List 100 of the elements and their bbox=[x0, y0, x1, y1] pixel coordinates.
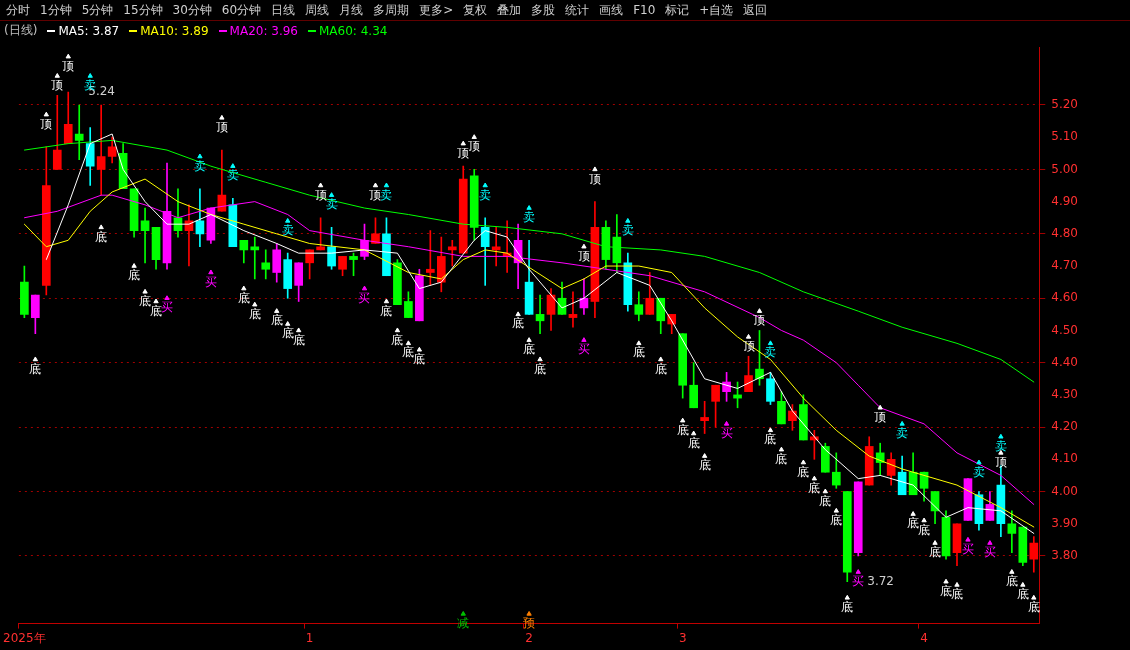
point bbox=[98, 224, 104, 230]
point bbox=[515, 311, 521, 317]
text: 买 bbox=[358, 290, 371, 305]
point bbox=[372, 182, 379, 188]
text: 复权 bbox=[463, 1, 488, 19]
text: 返回 bbox=[743, 1, 768, 19]
point bbox=[526, 337, 532, 342]
text: 顶 bbox=[457, 145, 470, 160]
text: 买 bbox=[161, 300, 173, 315]
text: 顶 bbox=[314, 187, 327, 202]
point bbox=[328, 192, 335, 197]
x-tick-label: 1 bbox=[305, 630, 314, 645]
text: 顶 bbox=[994, 455, 1007, 469]
y-tick-label: 4.10 bbox=[1051, 451, 1078, 466]
point bbox=[296, 327, 302, 333]
text: 底 bbox=[797, 464, 810, 479]
text: 底 bbox=[523, 342, 536, 357]
point bbox=[844, 594, 850, 600]
point bbox=[987, 540, 993, 545]
point bbox=[625, 217, 631, 223]
text: 底 bbox=[808, 480, 821, 495]
text: 叠加 bbox=[497, 1, 522, 19]
text: 卖 bbox=[764, 345, 777, 360]
text: 底 bbox=[1016, 587, 1029, 602]
point bbox=[317, 182, 324, 188]
text: 顶 bbox=[51, 78, 64, 93]
text: 底 bbox=[380, 303, 393, 318]
point bbox=[32, 356, 38, 362]
point bbox=[723, 420, 730, 426]
y-tick-label: 3.80 bbox=[1051, 548, 1078, 563]
legend-label: MA20: 3.96 bbox=[229, 23, 298, 38]
point bbox=[581, 337, 587, 342]
text: 底 bbox=[687, 435, 700, 450]
text: 3.72 bbox=[867, 573, 894, 588]
y-tick-label: 4.70 bbox=[1051, 258, 1078, 273]
text: 底 bbox=[698, 458, 711, 473]
text: 1分钟 bbox=[40, 1, 72, 19]
y-tick-label: 5.00 bbox=[1051, 161, 1078, 176]
text: 底 bbox=[29, 361, 42, 376]
y-tick-label: 4.00 bbox=[1051, 483, 1078, 498]
point bbox=[767, 427, 774, 433]
series-label: 底 bbox=[237, 290, 250, 305]
text: 顶 bbox=[874, 409, 887, 424]
point bbox=[471, 134, 477, 139]
text: 底 bbox=[150, 303, 163, 318]
text: 买 bbox=[961, 541, 974, 556]
text: 底 bbox=[950, 587, 963, 602]
point bbox=[416, 346, 423, 352]
point bbox=[592, 166, 598, 172]
point bbox=[274, 308, 280, 313]
point bbox=[142, 288, 148, 294]
point bbox=[811, 475, 818, 481]
point bbox=[778, 446, 785, 452]
point bbox=[833, 507, 839, 513]
point bbox=[965, 536, 971, 542]
text: 底 bbox=[391, 332, 404, 347]
text: 顶 bbox=[753, 313, 766, 328]
point bbox=[899, 420, 905, 426]
point bbox=[383, 298, 390, 304]
legend-label: MA5: 3.87 bbox=[58, 23, 120, 38]
text: 底 bbox=[841, 599, 854, 614]
y-tick-label: 5.10 bbox=[1051, 129, 1078, 144]
point bbox=[680, 417, 686, 423]
text: 画线 bbox=[599, 1, 624, 19]
text: 顶 bbox=[40, 116, 53, 131]
point bbox=[921, 517, 927, 523]
point bbox=[460, 610, 466, 616]
text: 底 bbox=[764, 432, 777, 447]
point bbox=[241, 285, 247, 291]
point bbox=[1009, 569, 1015, 574]
point bbox=[65, 53, 71, 59]
text: 卖 bbox=[479, 187, 492, 202]
point bbox=[361, 285, 368, 291]
text: 底 bbox=[248, 306, 261, 321]
point bbox=[658, 356, 664, 362]
text: 卖 bbox=[972, 464, 985, 479]
point bbox=[285, 217, 291, 223]
text: 底 bbox=[676, 422, 689, 437]
text: 卖 bbox=[380, 187, 393, 202]
point bbox=[230, 163, 236, 168]
point bbox=[460, 140, 466, 146]
text: 买 bbox=[577, 342, 590, 357]
text: 顶 bbox=[588, 171, 601, 186]
text: 统计 bbox=[565, 1, 590, 19]
y-tick-label: 4.90 bbox=[1051, 193, 1078, 208]
point bbox=[800, 459, 807, 465]
legend-label: MA60: 4.34 bbox=[319, 23, 388, 38]
y-tick-label: 4.40 bbox=[1051, 354, 1078, 369]
text: 多股 bbox=[531, 1, 556, 19]
text: 底 bbox=[95, 229, 108, 244]
text: 更多> bbox=[419, 1, 454, 19]
point bbox=[197, 153, 203, 159]
candlestick bbox=[963, 478, 973, 521]
text: 周线 bbox=[305, 1, 330, 19]
text: 底 bbox=[270, 313, 283, 328]
text: 卖 bbox=[281, 223, 294, 238]
point bbox=[54, 72, 60, 78]
text: 底 bbox=[907, 516, 920, 531]
text: 买 bbox=[983, 545, 996, 560]
text: 底 bbox=[632, 345, 645, 360]
